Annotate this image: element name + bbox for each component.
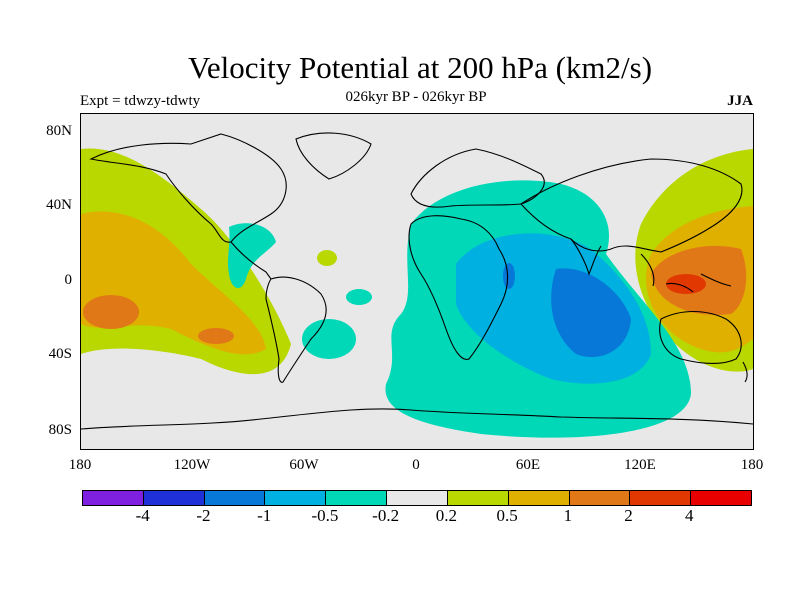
season-label: JJA (727, 93, 753, 109)
coast-se-asia (640, 253, 732, 293)
lat-tick-40n: 40N (46, 197, 72, 213)
contour-wpac-red (666, 274, 706, 294)
lon-tick-120w: 120W (173, 457, 211, 473)
contour-satl-teal-1 (302, 319, 356, 359)
map-svg (81, 114, 753, 449)
coastlines (81, 132, 753, 430)
coast-india (570, 238, 602, 276)
colorbar-label: -0.5 (311, 506, 339, 525)
contour-indian-blue-2 (503, 263, 515, 289)
coast-africa (408, 215, 509, 360)
coast-new-zealand (742, 361, 748, 383)
lat-tick-40s: 40S (48, 346, 72, 362)
coast-europe (410, 148, 545, 208)
coast-asia (520, 158, 743, 253)
lat-tick-80n: 80N (46, 123, 72, 139)
map-panel (80, 113, 754, 450)
lon-tick-180w: 180 (68, 457, 92, 473)
coast-greenland (295, 132, 372, 180)
experiment-label: Expt = tdwzy-tdwty (80, 93, 201, 109)
colorbar-swatch-9 (630, 491, 692, 505)
colorbar-swatch-6 (447, 491, 509, 505)
colorbar-label: -2 (196, 506, 211, 525)
coast-south-america (265, 276, 327, 383)
colorbar-swatch-1 (143, 491, 205, 505)
lon-tick-180e: 180 (740, 457, 764, 473)
contour-atlantic-green (317, 250, 337, 266)
colorbar-label: -0.2 (372, 506, 400, 525)
lon-tick-60w: 60W (289, 457, 319, 473)
colorbar-swatch-8 (569, 491, 631, 505)
plot-subtitle: 026kyr BP - 026kyr BP (345, 89, 487, 105)
colorbar-swatch-3 (265, 491, 327, 505)
colorbar-label: 0.5 (496, 506, 518, 525)
coast-north-america (89, 133, 287, 243)
plot-title: Velocity Potential at 200 hPa (km2/s) (187, 50, 653, 85)
contour-pacific-orange-2 (198, 328, 234, 344)
colorbar-swatch-7 (508, 491, 570, 505)
colorbar-label: 1 (563, 506, 573, 525)
colorbar-swatch-2 (204, 491, 266, 505)
colorbar-label: -1 (257, 506, 272, 525)
contour-pacific-orange-1 (83, 295, 139, 329)
colorbar-label: 2 (624, 506, 633, 525)
contour-caribbean-teal (228, 223, 276, 289)
contour-indian-blue-1 (551, 268, 631, 358)
contour-satl-teal-2 (346, 289, 372, 305)
coast-australia (659, 311, 742, 365)
lon-tick-120e: 120E (624, 457, 656, 473)
lon-tick-60e: 60E (515, 457, 541, 473)
colorbar-label: 0.2 (435, 506, 457, 525)
lat-tick-80s: 80S (48, 422, 72, 438)
colorbar (82, 490, 752, 506)
colorbar-swatch-10 (691, 491, 751, 505)
colorbar-swatch-5 (387, 491, 448, 505)
coast-central-america (230, 241, 272, 280)
colorbar-label: -4 (135, 506, 150, 525)
coast-antarctica (81, 408, 753, 430)
colorbar-swatch-0 (83, 491, 144, 505)
colorbar-label: 4 (685, 506, 694, 525)
lat-tick-0: 0 (64, 272, 73, 288)
colorbar-swatch-4 (326, 491, 388, 505)
lon-tick-0: 0 (412, 457, 420, 473)
